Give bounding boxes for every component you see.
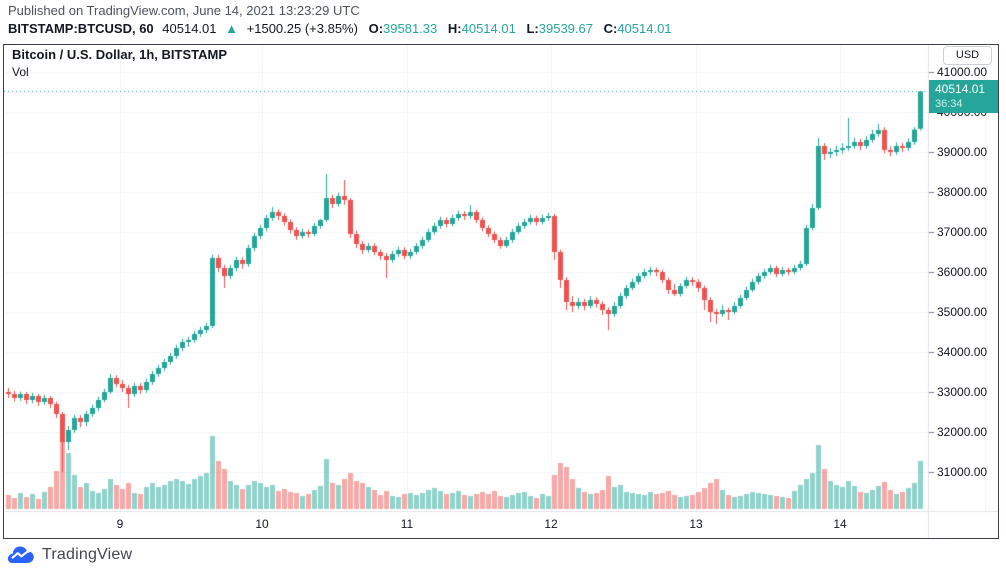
time-axis-label: 9: [116, 517, 124, 531]
price-axis-label: 34000.00: [937, 345, 988, 359]
time-axis-label: 11: [400, 517, 414, 531]
chart-legend: Bitcoin / U.S. Dollar, 1h, BITSTAMP Vol: [12, 47, 227, 79]
time-axis-label: 10: [255, 517, 269, 531]
price-axis-label: 36000.00: [937, 265, 988, 279]
low-label: L:: [526, 21, 539, 36]
low-value: 39539.67: [538, 21, 593, 36]
last-price: 40514.01: [162, 21, 217, 36]
price-axis-label: 31000.00: [937, 465, 988, 479]
open-label: O:: [368, 21, 384, 36]
price-axis-label: 35000.00: [937, 305, 988, 319]
price-axis-label: 33000.00: [937, 385, 988, 399]
header: Published on TradingView.com, June 14, 2…: [8, 3, 672, 36]
candlestick-chart[interactable]: [4, 45, 998, 538]
price-axis-label: 37000.00: [937, 225, 988, 239]
open-value: 39581.33: [383, 21, 438, 36]
close-label: C:: [603, 21, 618, 36]
time-axis-label: 13: [689, 517, 703, 531]
tradingview-logo-icon[interactable]: [7, 545, 35, 564]
time-axis-label: 12: [544, 517, 558, 531]
up-arrow-icon: ▲: [225, 21, 239, 36]
last-price-badge: 40514.01 36:34: [929, 80, 998, 113]
time-axis-label: 14: [833, 517, 847, 531]
price-axis-label: 32000.00: [937, 425, 988, 439]
price-axis-label: 38000.00: [937, 185, 988, 199]
price-axis-label: 39000.00: [937, 145, 988, 159]
price-axis-label: 41000.00: [937, 65, 988, 79]
tradingview-brand[interactable]: TradingView: [42, 545, 133, 563]
symbol-ohlc-line: BITSTAMP:BTCUSD, 60 40514.01 ▲ +1500.25 …: [8, 21, 672, 36]
high-label: H:: [447, 21, 462, 36]
badge-countdown: 36:34: [935, 98, 963, 110]
close-value: 40514.01: [617, 21, 672, 36]
chart-widget: Bitcoin / U.S. Dollar, 1h, BITSTAMP Vol …: [3, 44, 999, 539]
published-line: Published on TradingView.com, June 14, 2…: [8, 3, 360, 18]
footer: TradingView: [7, 545, 132, 564]
badge-price: 40514.01: [935, 82, 986, 96]
high-value: 40514.01: [461, 21, 516, 36]
price-change: +1500.25 (+3.85%): [246, 21, 358, 36]
volume-indicator-label: Vol: [12, 65, 29, 79]
symbol-interval: BITSTAMP:BTCUSD, 60: [8, 21, 154, 36]
chart-legend-title: Bitcoin / U.S. Dollar, 1h, BITSTAMP: [12, 47, 228, 62]
currency-toggle-button[interactable]: USD: [943, 46, 992, 65]
